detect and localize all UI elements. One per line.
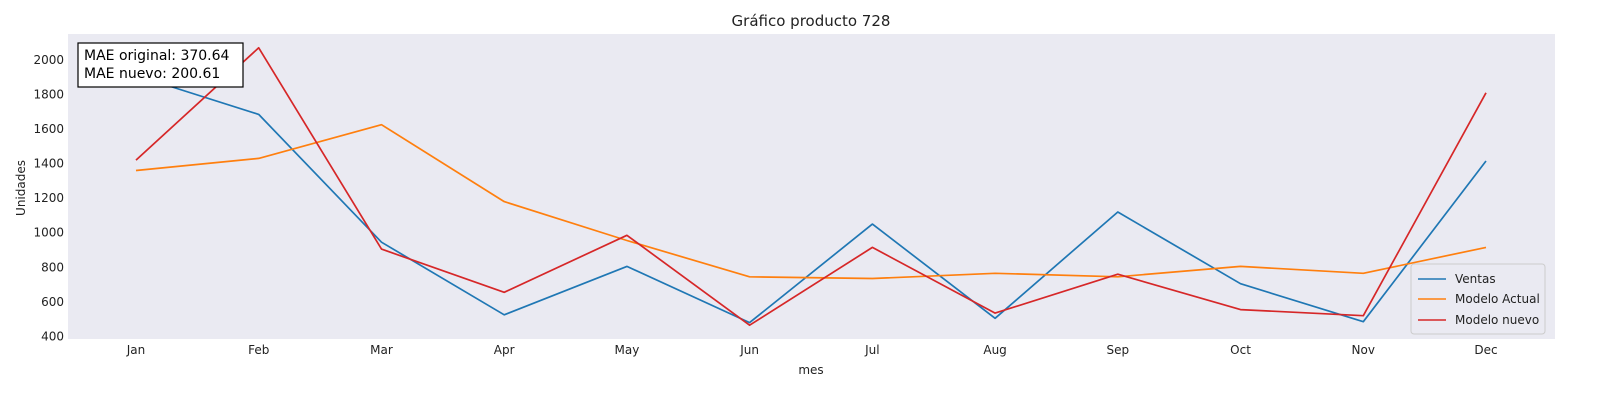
legend-label-ventas: Ventas	[1455, 272, 1496, 286]
x-tick-label: Jan	[126, 343, 146, 357]
y-tick-label: 1800	[33, 87, 64, 101]
y-tick-label: 400	[41, 329, 64, 343]
legend-label-modelo-actual: Modelo Actual	[1455, 292, 1540, 306]
series-lines	[135, 46, 1487, 327]
x-tick-label: Sep	[1107, 343, 1130, 357]
x-tick-label: Nov	[1352, 343, 1375, 357]
legend-label-modelo-nuevo: Modelo nuevo	[1455, 313, 1539, 327]
mae-annotation-box: MAE original: 370.64 MAE nuevo: 200.61	[77, 42, 244, 88]
legend-item-ventas: Ventas	[1418, 272, 1496, 286]
series-line-modelo-nuevo	[135, 46, 1487, 327]
x-axis-ticks: Jan Feb Mar Apr May Jun Jul Aug Sep Oct Nov Dec	[126, 343, 1498, 357]
chart-title: Gráfico producto 728	[732, 12, 891, 30]
x-tick-label: Jun	[739, 343, 759, 357]
mae-nuevo-text: MAE nuevo: 200.61	[84, 66, 220, 82]
y-tick-label: 2000	[33, 53, 64, 67]
legend-item-modelo-actual: Modelo Actual	[1418, 292, 1540, 306]
y-axis-label: Unidades	[14, 160, 28, 216]
x-tick-label: Mar	[370, 343, 393, 357]
x-tick-label: Jul	[864, 343, 879, 357]
legend: Ventas Modelo Actual Modelo nuevo	[1410, 263, 1546, 335]
x-tick-label: Apr	[494, 343, 515, 357]
x-tick-label: Dec	[1474, 343, 1497, 357]
mae-original-text: MAE original: 370.64	[84, 48, 230, 64]
legend-item-modelo-nuevo: Modelo nuevo	[1418, 313, 1539, 327]
y-axis-ticks: 400 600 800 1000 1200 1400 1600 1800 2000	[33, 53, 64, 343]
y-tick-label: 1600	[33, 122, 64, 136]
x-tick-label: May	[615, 343, 640, 357]
series-line-modelo-actual	[135, 123, 1487, 280]
y-tick-label: 800	[41, 260, 64, 274]
x-tick-label: Oct	[1230, 343, 1251, 357]
y-tick-label: 1200	[33, 191, 64, 205]
y-tick-label: 1400	[33, 157, 64, 171]
x-axis-label: mes	[798, 363, 823, 377]
x-tick-label: Feb	[248, 343, 269, 357]
plot-area	[68, 34, 1555, 339]
x-tick-label: Aug	[983, 343, 1006, 357]
series-line-ventas	[135, 74, 1487, 324]
y-tick-label: 1000	[33, 226, 64, 240]
y-tick-label: 600	[41, 295, 64, 309]
